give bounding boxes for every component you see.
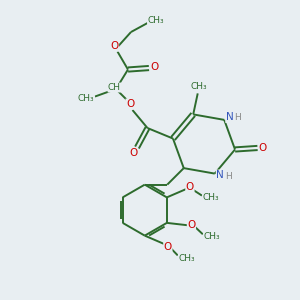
Text: O: O [164,242,172,252]
Text: O: O [126,99,134,109]
Text: O: O [186,182,194,192]
Text: O: O [129,148,137,158]
Text: H: H [234,113,241,122]
Text: CH: CH [108,83,121,92]
Text: N: N [216,170,224,180]
Text: H: H [225,172,232,181]
Text: CH₃: CH₃ [78,94,94,103]
Text: O: O [150,62,158,72]
Text: CH₃: CH₃ [148,16,164,25]
Text: O: O [110,41,118,51]
Text: CH₃: CH₃ [202,194,219,202]
Text: O: O [259,143,267,153]
Text: N: N [226,112,233,122]
Text: O: O [187,220,196,230]
Text: CH₃: CH₃ [203,232,220,241]
Text: CH₃: CH₃ [191,82,208,91]
Text: CH₃: CH₃ [178,254,195,263]
